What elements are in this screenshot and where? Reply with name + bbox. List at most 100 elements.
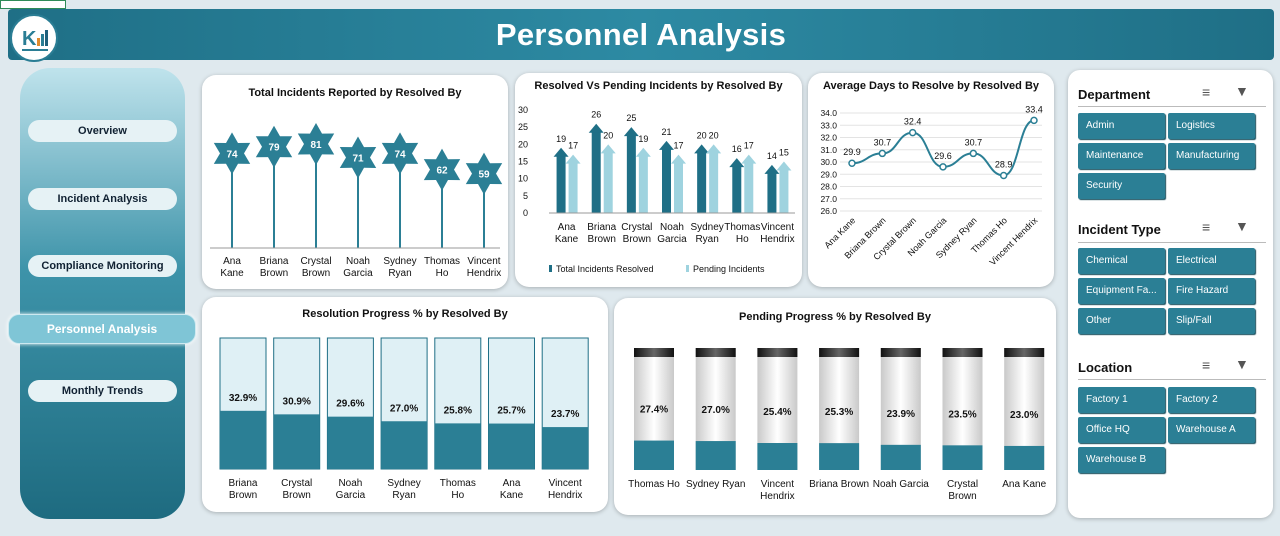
progress-fill: [488, 423, 535, 469]
series-bar: [674, 162, 683, 213]
progress-fill: [880, 444, 921, 470]
data-label: 25.3%: [825, 407, 853, 418]
slicer-item-electrical[interactable]: Electrical: [1168, 248, 1255, 274]
data-point: [848, 159, 856, 167]
progress-fill: [327, 416, 374, 469]
navigation-sidebar: Overview Incident Analysis Compliance Mo…: [8, 68, 196, 519]
progress-fill: [1004, 445, 1045, 470]
progress-fill: [220, 410, 266, 469]
data-label: 25: [626, 113, 636, 123]
data-label: 59: [478, 170, 490, 181]
y-tick-label: 29.0: [820, 169, 837, 179]
slicer-item-slip-fall[interactable]: Slip/Fall: [1168, 308, 1255, 334]
nav-compliance-monitoring[interactable]: Compliance Monitoring: [28, 255, 177, 277]
progress-fill: [634, 440, 674, 470]
chart-resolved-pending-card: Resolved Vs Pending Incidents by Resolve…: [515, 73, 802, 287]
star-marker: [213, 132, 251, 175]
logo-icon: K: [22, 28, 48, 51]
progress-fill: [542, 427, 589, 469]
chart-title: Resolution Progress % by Resolved By: [302, 308, 508, 320]
chart-total-incidents-card: Total Incidents Reported by Resolved By …: [202, 75, 508, 289]
data-label: 27.4%: [640, 405, 668, 416]
multi-select-icon[interactable]: ≡: [1202, 357, 1211, 373]
category-label: Ana Kane: [500, 478, 524, 501]
slicer-item-factory-1[interactable]: Factory 1: [1078, 387, 1165, 413]
series-bar: [626, 135, 636, 213]
series-bar: [603, 152, 613, 213]
nav-personnel-analysis[interactable]: Personnel Analysis: [8, 314, 196, 344]
data-point: [999, 171, 1008, 180]
y-tick-label: 20: [518, 139, 528, 149]
category-label: Thomas Ho: [724, 222, 760, 245]
slicer-item-warehouse-a[interactable]: Warehouse A: [1168, 417, 1255, 443]
slicer-item-admin[interactable]: Admin: [1078, 113, 1165, 139]
data-label: 71: [352, 153, 364, 164]
nav-monthly-trends[interactable]: Monthly Trends: [28, 380, 177, 402]
slicer-item-office-hq[interactable]: Office HQ: [1078, 417, 1165, 443]
progress-fill: [819, 443, 860, 470]
legend-swatch: [549, 265, 552, 272]
star-marker: [381, 132, 419, 175]
category-label: Briana Brown: [229, 478, 258, 501]
y-tick-label: 25: [518, 122, 528, 132]
company-logo: K: [10, 14, 58, 62]
slicer-item-security[interactable]: Security: [1078, 173, 1165, 199]
category-label: Crystal Brown: [300, 256, 331, 279]
data-point: [939, 163, 947, 171]
data-label: 20: [709, 130, 719, 140]
series-bar: [556, 155, 566, 213]
clear-filter-icon[interactable]: ▼: [1235, 83, 1249, 99]
slicer-item-other[interactable]: Other: [1078, 308, 1165, 334]
multi-select-icon[interactable]: ≡: [1202, 84, 1211, 100]
multi-select-icon[interactable]: ≡: [1202, 219, 1211, 235]
category-label: Briana Brown: [260, 256, 289, 279]
resolution-progress-chart: 32.9% Briana Brown 30.9% Crystal Brown 29.6% No…: [219, 337, 589, 501]
slicer-item-logistics[interactable]: Logistics: [1168, 113, 1255, 139]
slicer-item-maintenance[interactable]: Maintenance: [1078, 143, 1165, 169]
progress-fill: [434, 423, 481, 469]
divider: [1078, 242, 1266, 243]
slicer-item-fire-hazard[interactable]: Fire Hazard: [1168, 278, 1255, 304]
divider: [1078, 379, 1266, 380]
clear-filter-icon[interactable]: ▼: [1235, 218, 1249, 234]
series-bar: [709, 152, 719, 213]
arrow-head: [671, 154, 686, 164]
y-tick-label: 0: [523, 208, 528, 218]
arrow-head: [659, 140, 674, 150]
chart-title: Average Days to Resolve by Resolved By: [822, 80, 1040, 92]
star-marker: [297, 123, 335, 165]
y-tick-label: 15: [518, 157, 528, 167]
slicer-item-equipment-failure[interactable]: Equipment Fa...: [1078, 278, 1165, 304]
y-tick-label: 27.0: [820, 194, 837, 204]
category-label: Vincent Hendrix: [760, 479, 794, 502]
total-incidents-chart: 74 Ana Kane 79 Briana Brown 81 Crystal Brown 71 No…: [210, 123, 503, 279]
clear-filter-icon[interactable]: ▼: [1235, 356, 1249, 372]
pending-progress-chart: 27.4% Thomas Ho 27.0% Sydney Ryan 25.4% Vince…: [628, 348, 1047, 502]
series-bar: [779, 169, 789, 213]
slicer-item-warehouse-b[interactable]: Warehouse B: [1078, 447, 1165, 473]
category-label: Noah Garcia: [873, 479, 930, 490]
data-label: 30.7: [874, 137, 892, 147]
data-label: 20: [697, 130, 707, 140]
data-label: 15: [779, 148, 789, 158]
slicer-item-factory-2[interactable]: Factory 2: [1168, 387, 1255, 413]
nav-label: Incident Analysis: [57, 193, 148, 205]
slicer-item-manufacturing[interactable]: Manufacturing: [1168, 143, 1255, 169]
data-label: 17: [673, 141, 683, 151]
arrow-head: [694, 144, 710, 154]
star-marker: [339, 136, 377, 179]
slicer-title-incident-type: Incident Type: [1078, 222, 1161, 237]
data-label: 25.4%: [763, 407, 791, 418]
data-label: 21: [661, 127, 671, 137]
chart-title: Total Incidents Reported by Resolved By: [248, 87, 462, 99]
data-point: [1030, 116, 1038, 125]
category-label: Crystal Brown: [947, 479, 978, 502]
slicer-item-chemical[interactable]: Chemical: [1078, 248, 1165, 274]
y-tick-label: 32.0: [820, 133, 837, 143]
nav-incident-analysis[interactable]: Incident Analysis: [28, 188, 177, 210]
data-label: 19: [556, 134, 566, 144]
category-label: Ana Kane: [555, 222, 579, 245]
data-point: [908, 128, 917, 137]
y-tick-label: 31.0: [820, 145, 837, 155]
nav-overview[interactable]: Overview: [28, 120, 177, 142]
